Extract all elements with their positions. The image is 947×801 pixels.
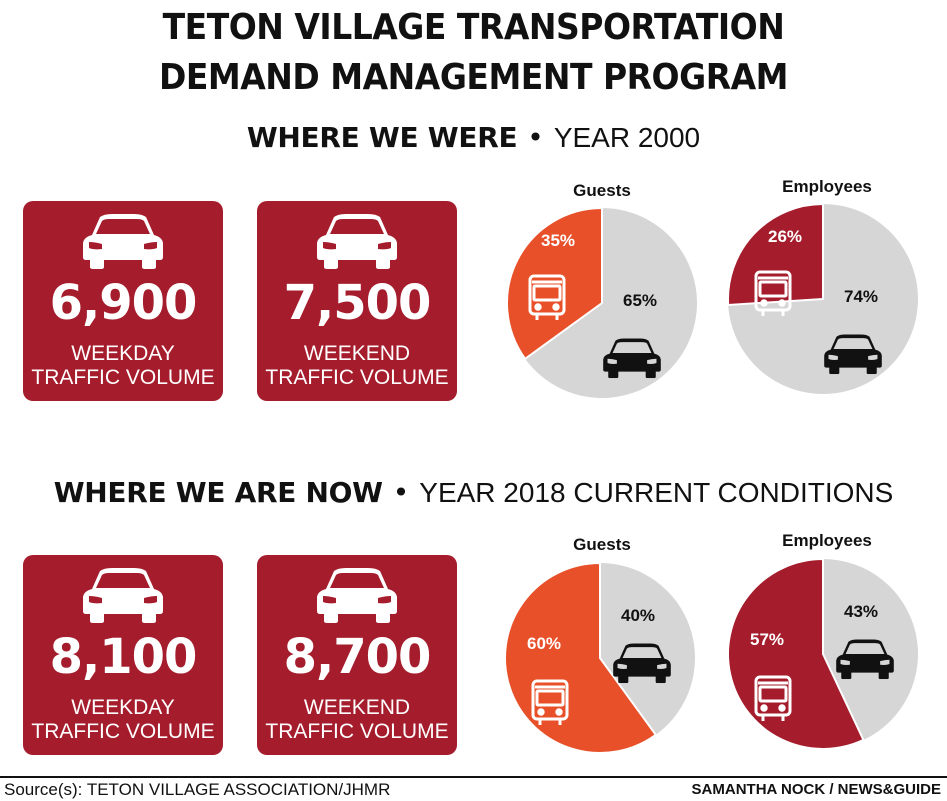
pie-label-car: 74%: [844, 287, 878, 306]
pie-slice-transit: [727, 202, 824, 307]
car-icon: [316, 213, 398, 269]
bus-icon: [528, 274, 566, 320]
source-note: Source(s): TETON VILLAGE ASSOCIATION/JHM…: [4, 780, 391, 799]
pie-title-employees-2018: Employees: [782, 531, 872, 550]
car-icon: [316, 567, 398, 623]
pie-label-transit: 60%: [527, 634, 561, 653]
pie-slice-car: [525, 208, 697, 398]
bus-icon: [754, 270, 792, 316]
section-heading-bold: WHERE WE ARE NOW: [53, 476, 383, 509]
bus-icon: [531, 679, 569, 725]
traffic-volume-value: 7,500: [283, 275, 432, 331]
pie-slice-car: [600, 563, 695, 735]
weekday-traffic-card-2000: 6,900 WEEKDAY TRAFFIC VOLUME: [23, 201, 223, 401]
section-heading-bold: WHERE WE WERE: [246, 121, 518, 154]
footer-rule: [0, 776, 947, 778]
pie-chart-guests-2000: 35% 65%: [506, 206, 697, 398]
traffic-volume-label: WEEKDAY TRAFFIC VOLUME: [31, 696, 215, 743]
bullet-dot: •: [527, 121, 544, 154]
car-icon: [82, 567, 164, 623]
pie-chart-employees-2000: 26% 74%: [727, 202, 918, 394]
traffic-volume-label: WEEKEND TRAFFIC VOLUME: [265, 342, 449, 389]
pie-title-guests-2000: Guests: [573, 181, 631, 200]
weekend-traffic-card-2018: 8,700 WEEKEND TRAFFIC VOLUME: [257, 555, 457, 755]
section-heading-2018: WHERE WE ARE NOW • YEAR 2018 CURRENT CONDI…: [0, 479, 947, 507]
section-heading-year: YEAR 2018 CURRENT CONDITIONS: [419, 477, 894, 508]
car-icon: [82, 213, 164, 269]
title-line-2: DEMAND MANAGEMENT PROGRAM: [158, 55, 789, 98]
credit-line: SAMANTHA NOCK / NEWS&GUIDE: [691, 781, 941, 798]
pie-chart-guests-2018: 60% 40%: [504, 561, 695, 754]
traffic-volume-value: 8,700: [283, 629, 432, 685]
bus-icon: [754, 675, 792, 721]
traffic-volume-label: WEEKDAY TRAFFIC VOLUME: [31, 342, 215, 389]
pie-title-guests-2018: Guests: [573, 535, 631, 554]
pie-chart-employees-2018: 57% 43%: [727, 557, 918, 750]
pie-label-transit: 35%: [541, 231, 575, 250]
traffic-volume-value: 6,900: [49, 275, 198, 331]
traffic-volume-label: WEEKEND TRAFFIC VOLUME: [265, 696, 449, 743]
bullet-dot: •: [392, 476, 410, 509]
pie-label-car: 65%: [623, 291, 657, 310]
pie-title-employees-2000: Employees: [782, 177, 872, 196]
pie-label-transit: 26%: [768, 227, 802, 246]
pie-slice-car: [823, 559, 918, 740]
pie-label-car: 43%: [844, 602, 878, 621]
pie-label-transit: 57%: [750, 630, 784, 649]
pie-label-car: 40%: [621, 606, 655, 625]
weekend-traffic-card-2000: 7,500 WEEKEND TRAFFIC VOLUME: [257, 201, 457, 401]
section-heading-year: YEAR 2000: [553, 122, 701, 153]
section-heading-2000: WHERE WE WERE • YEAR 2000: [0, 124, 947, 152]
weekday-traffic-card-2018: 8,100 WEEKDAY TRAFFIC VOLUME: [23, 555, 223, 755]
title-line-1: TETON VILLAGE TRANSPORTATION: [162, 5, 785, 48]
traffic-volume-value: 8,100: [49, 629, 198, 685]
